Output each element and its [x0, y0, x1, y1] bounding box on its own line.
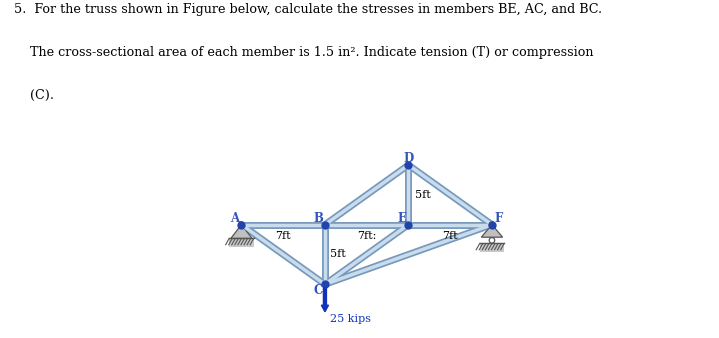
Text: B: B: [313, 212, 324, 225]
Text: 7ft: 7ft: [275, 231, 291, 241]
Text: E: E: [398, 212, 406, 225]
Text: 5ft: 5ft: [330, 249, 346, 260]
Polygon shape: [229, 238, 254, 247]
Text: A: A: [229, 212, 239, 225]
Text: F: F: [495, 212, 503, 225]
Text: The cross-sectional area of each member is 1.5 in². Indicate tension (T) or comp: The cross-sectional area of each member …: [14, 46, 594, 59]
Polygon shape: [231, 225, 252, 238]
Circle shape: [489, 238, 495, 243]
Text: 7ft:: 7ft:: [357, 231, 376, 241]
Text: D: D: [403, 152, 413, 165]
Text: 5.  For the truss shown in Figure below, calculate the stresses in members BE, A: 5. For the truss shown in Figure below, …: [14, 3, 603, 16]
Text: 25 kips: 25 kips: [330, 314, 371, 324]
Text: C: C: [313, 284, 323, 297]
Polygon shape: [481, 225, 503, 237]
Circle shape: [489, 222, 495, 227]
Text: 5ft: 5ft: [415, 190, 431, 200]
Text: 7ft: 7ft: [442, 231, 458, 241]
Polygon shape: [480, 243, 504, 251]
FancyArrow shape: [321, 288, 329, 312]
Text: (C).: (C).: [14, 89, 55, 102]
Circle shape: [239, 222, 244, 227]
